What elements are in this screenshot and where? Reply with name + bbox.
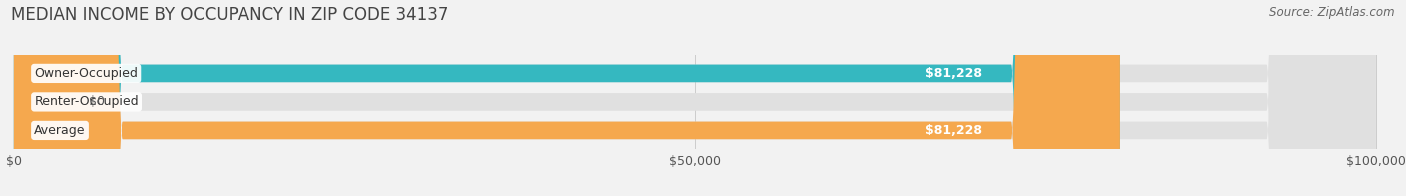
Text: $81,228: $81,228 xyxy=(925,67,983,80)
Text: Source: ZipAtlas.com: Source: ZipAtlas.com xyxy=(1270,6,1395,19)
Text: Renter-Occupied: Renter-Occupied xyxy=(34,95,139,108)
Text: $81,228: $81,228 xyxy=(925,124,983,137)
FancyBboxPatch shape xyxy=(14,0,1121,196)
Text: $0: $0 xyxy=(89,95,104,108)
FancyBboxPatch shape xyxy=(14,0,1375,196)
Text: Owner-Occupied: Owner-Occupied xyxy=(34,67,138,80)
Text: MEDIAN INCOME BY OCCUPANCY IN ZIP CODE 34137: MEDIAN INCOME BY OCCUPANCY IN ZIP CODE 3… xyxy=(11,6,449,24)
Text: Average: Average xyxy=(34,124,86,137)
FancyBboxPatch shape xyxy=(14,0,1375,196)
FancyBboxPatch shape xyxy=(14,0,1121,196)
FancyBboxPatch shape xyxy=(14,0,1375,196)
